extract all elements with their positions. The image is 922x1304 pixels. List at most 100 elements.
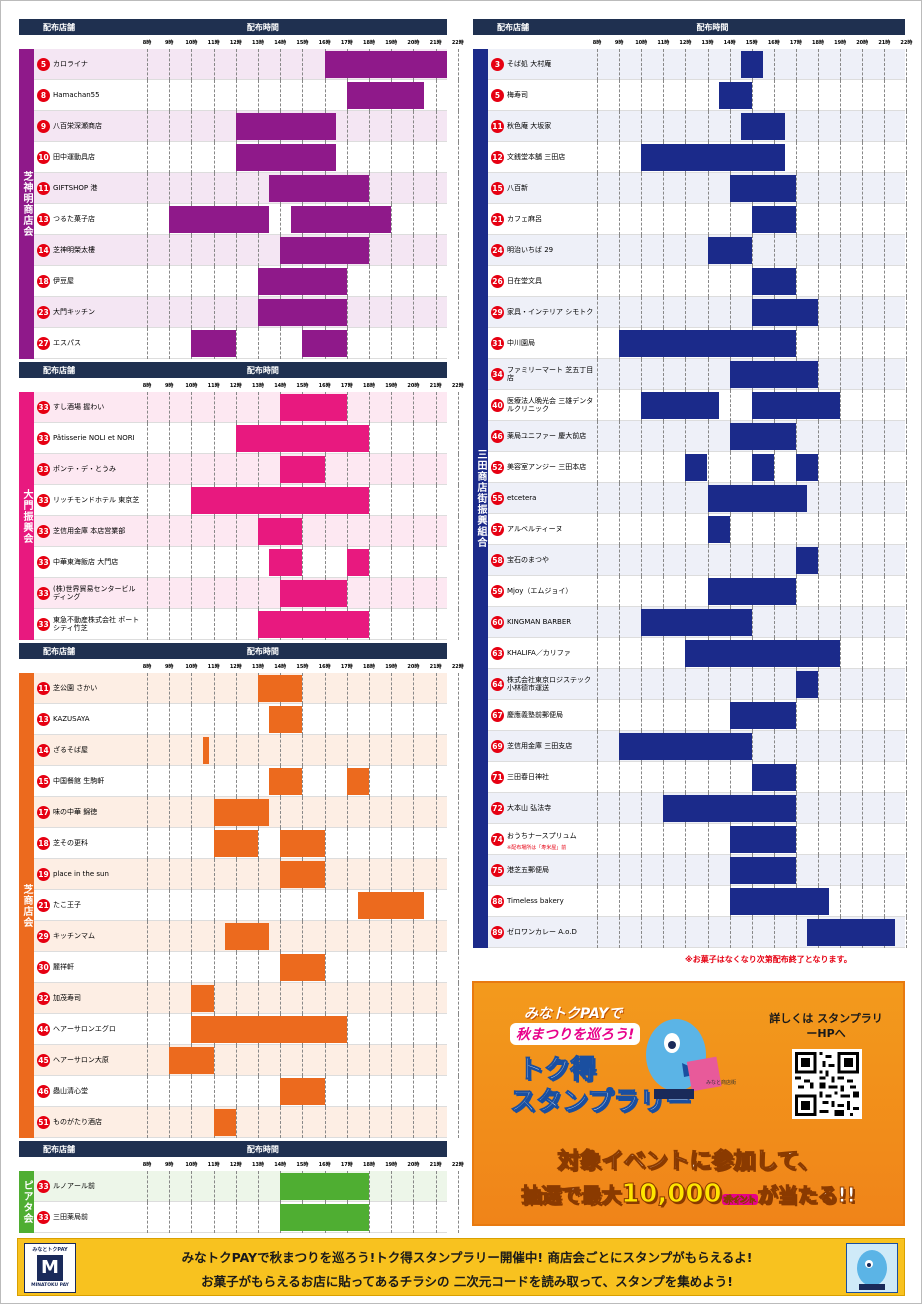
hour-label: 19時 <box>385 383 398 389</box>
time-bar <box>685 454 708 481</box>
grid-line <box>169 704 171 735</box>
grid-line <box>906 607 908 638</box>
grid-line <box>840 483 842 514</box>
grid-line <box>147 1171 148 1202</box>
grid-line <box>619 638 621 669</box>
grid-line <box>346 704 348 735</box>
hour-label: 17時 <box>340 664 353 670</box>
store-number-badge: 44 <box>37 1022 50 1036</box>
grid-line <box>391 828 393 859</box>
grid-line <box>324 1076 326 1107</box>
catch-line2: 抽選で最大10,000 ポイント が当たる!! <box>474 1179 903 1210</box>
store-name: おうちナースプリュム <box>507 831 577 840</box>
grid-line <box>213 735 215 766</box>
grid-line <box>413 1202 415 1233</box>
grid-line <box>795 731 797 762</box>
section-header: 配布店舗 配布時間 <box>19 19 447 35</box>
grid-line <box>169 890 171 921</box>
store-row: 71 三田春日神社 <box>488 762 908 793</box>
grid-line <box>369 423 370 454</box>
grid-line <box>795 142 797 173</box>
grid-line <box>840 669 842 700</box>
grid-line <box>457 266 459 297</box>
store-name-cell: 33 (株)世界貿易センタービルディング <box>34 578 141 608</box>
store-name-cell: 8 Hamachan55 <box>34 80 100 110</box>
grid-line <box>435 578 437 609</box>
store-name-cell: 11 芝公園 さかい <box>34 673 97 703</box>
grid-line <box>906 359 908 390</box>
store-name-cell: 21 たこ王子 <box>34 890 81 920</box>
grid-line <box>884 359 886 390</box>
grid-line <box>235 266 237 297</box>
grid-line <box>457 392 459 423</box>
store-name: 芝神明榮太樓 <box>53 245 95 254</box>
grid-line <box>818 359 819 390</box>
grid-line <box>597 266 598 297</box>
store-name: リッチモンドホテル 東京芝 <box>53 495 140 504</box>
grid-line <box>191 673 193 704</box>
store-name-cell: 33 ポンテ・デ・とうみ <box>34 454 116 484</box>
hour-label: 11時 <box>207 1162 220 1168</box>
section-mita: 配布店舗 配布時間 8時 9時 10時 11時 12時 13時 14時 15時 16時 17時 18時 1… <box>473 19 912 948</box>
hour-labels: 8時 9時 10時 11時 12時 13時 14時 15時 16時 17時 18時 19時 20時 21時… <box>19 1157 464 1171</box>
hour-label: 15時 <box>296 664 309 670</box>
hour-label: 15時 <box>745 40 758 46</box>
grid-line <box>369 921 370 952</box>
time-bar <box>191 330 236 357</box>
store-name-cell: 69 芝信用金庫 三田支店 <box>488 731 572 761</box>
grid-line <box>435 297 437 328</box>
grid-line <box>862 421 864 452</box>
store-row: 46 蟲山清心堂 <box>34 1076 459 1107</box>
grid-line <box>346 1076 348 1107</box>
hour-label: 9時 <box>164 664 174 670</box>
grid-line <box>280 1107 282 1138</box>
grid-line <box>840 886 842 917</box>
store-number-badge: 5 <box>37 57 50 71</box>
note-text: ※お菓子はなくなり次第配布終了となります。 <box>685 955 852 964</box>
store-name: 芝公園 さかい <box>53 683 98 692</box>
grid-line <box>435 1014 437 1045</box>
qr-code[interactable] <box>792 1049 862 1119</box>
grid-line <box>324 921 326 952</box>
grid-line <box>191 828 193 859</box>
section-rows: 3 そば処 大村庵 5 梅寿司 11 秋色庵 大坂家 12 文銭堂本舗 三田店 15 八百新 21 カ… <box>488 49 908 948</box>
grid-line <box>457 485 459 516</box>
grid-line <box>641 638 643 669</box>
grid-line <box>369 547 370 578</box>
grid-line <box>641 49 643 80</box>
grid-line <box>597 576 598 607</box>
grid-line <box>391 1014 393 1045</box>
grid-line <box>906 235 908 266</box>
grid-line <box>818 793 819 824</box>
grid-line <box>641 235 643 266</box>
store-number-badge: 19 <box>37 867 50 881</box>
store-name-cell: 5 カロライナ <box>34 49 88 79</box>
grid-line <box>707 669 709 700</box>
grid-line <box>862 235 864 266</box>
grid-line <box>619 359 621 390</box>
grid-line <box>707 886 709 917</box>
store-name: KINGMAN BARBER <box>507 617 572 626</box>
hour-label: 11時 <box>657 40 670 46</box>
store-column-header: 配布店舗 <box>497 23 529 32</box>
grid-line <box>258 766 259 797</box>
grid-line <box>391 516 393 547</box>
grid-line <box>619 917 621 948</box>
grid-line <box>213 392 215 423</box>
grid-line <box>795 824 797 855</box>
grid-line <box>346 142 348 173</box>
grid-line <box>213 454 215 485</box>
store-name-cell: 11 秋色庵 大坂家 <box>488 111 551 141</box>
store-name-cell: 52 美容室アンジー 三田本店 <box>488 452 586 482</box>
store-row: 52 美容室アンジー 三田本店 <box>488 452 908 483</box>
grid-line <box>213 547 215 578</box>
store-name-cell: 17 味の中華 錦徳 <box>34 797 97 827</box>
grid-line <box>707 452 709 483</box>
grid-line <box>729 204 731 235</box>
grid-line <box>597 545 598 576</box>
grid-line <box>369 735 370 766</box>
grid-line <box>751 731 753 762</box>
grid-line <box>391 921 393 952</box>
grid-line <box>597 638 598 669</box>
grid-line <box>641 917 643 948</box>
